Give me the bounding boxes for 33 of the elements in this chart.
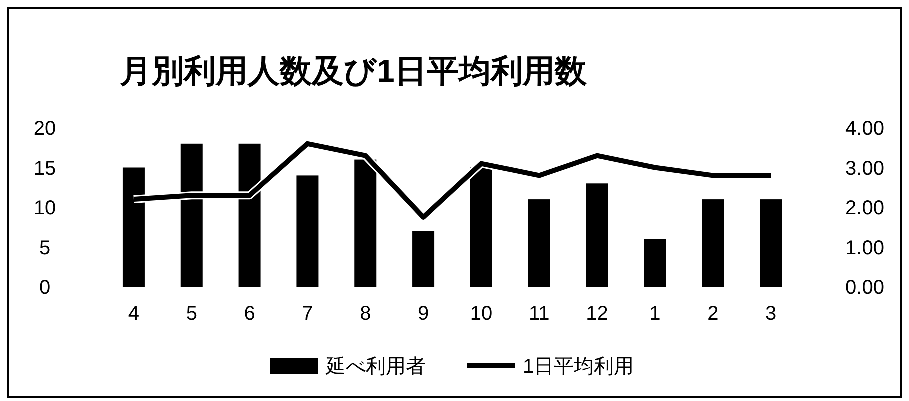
chart-title: 月別利用人数及び1日平均利用数: [119, 53, 588, 89]
y2-tick-label: 1.00: [846, 237, 884, 260]
y-tick-label: 0: [39, 277, 51, 299]
y-tick-label: 10: [34, 198, 56, 220]
bar: [702, 200, 724, 287]
y2-tick-label: 4.00: [846, 118, 884, 140]
legend-label: 延べ利用者: [325, 356, 426, 378]
x-tick-label: 9: [418, 303, 430, 325]
x-tick-label: 4: [128, 303, 140, 325]
legend-label: 1日平均利用: [523, 356, 634, 378]
bar: [760, 200, 782, 287]
bar: [412, 231, 435, 287]
bar: [296, 176, 319, 287]
y-tick-label: 20: [34, 118, 56, 140]
x-tick-label: 10: [470, 303, 493, 325]
x-tick-label: 11: [528, 303, 550, 325]
bar: [644, 239, 666, 287]
x-tick-label: 1: [650, 303, 661, 325]
bar: [586, 184, 608, 287]
y2-tick-label: 3.00: [846, 158, 884, 180]
x-tick-label: 6: [244, 303, 256, 325]
bar: [528, 200, 550, 287]
x-tick-label: 7: [302, 303, 314, 325]
y2-tick-label: 2.00: [846, 198, 884, 220]
y2-tick-label: 0.00: [846, 277, 884, 299]
x-tick-label: 12: [586, 303, 608, 325]
y-tick-label: 15: [34, 158, 56, 180]
x-tick-label: 5: [186, 303, 198, 325]
x-tick-label: 8: [360, 303, 372, 325]
bar: [354, 160, 377, 287]
x-tick-label: 3: [765, 303, 777, 325]
y-tick-label: 5: [39, 237, 51, 260]
x-tick-label: 2: [708, 303, 719, 325]
